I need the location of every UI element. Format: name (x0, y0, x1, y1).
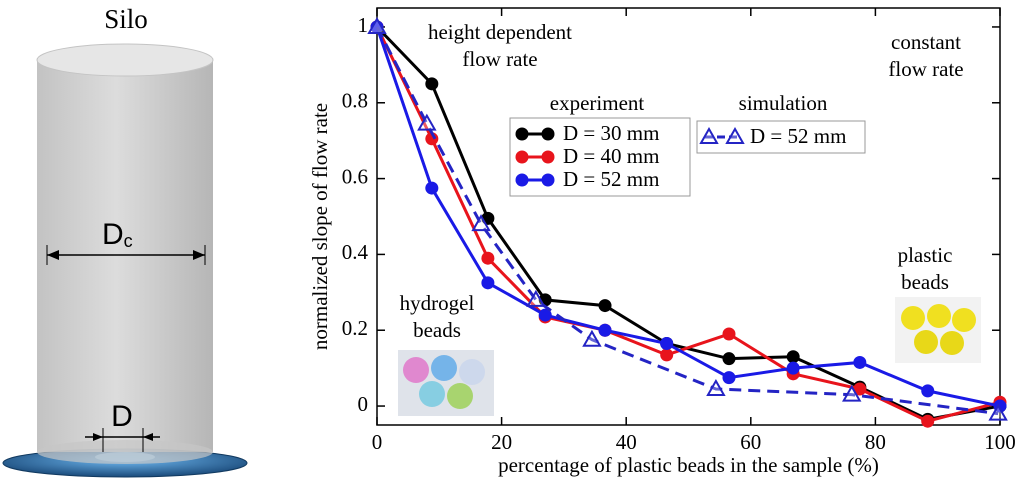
annotation: height dependent (428, 20, 572, 44)
legend-marker (699, 126, 719, 144)
dc-label: Dc (102, 218, 133, 251)
legend-marker (541, 173, 555, 187)
legend-label: D = 30 mm (563, 121, 659, 145)
bead (459, 359, 485, 385)
annotation: plastic (898, 243, 953, 267)
bead (419, 381, 445, 407)
circle-marker (853, 382, 867, 396)
annotation: flow rate (462, 47, 537, 71)
circle-marker (722, 352, 736, 366)
triangle-marker (988, 403, 1008, 421)
circle-marker (598, 323, 612, 337)
circle-marker (786, 361, 800, 375)
circle-marker (538, 308, 552, 322)
circle-marker (425, 77, 439, 91)
series-line (375, 26, 999, 416)
circle-marker (660, 348, 674, 362)
bead (952, 308, 976, 332)
x-tick-label: 0 (372, 430, 383, 454)
plot-frame (376, 7, 1001, 426)
annotation: constant (891, 30, 961, 54)
bead (914, 330, 938, 354)
plastic-picture (895, 297, 981, 363)
circle-marker (921, 384, 935, 398)
y-tick-label: 0.8 (342, 89, 368, 113)
silo-title: Silo (104, 4, 148, 34)
x-tick-label: 40 (616, 430, 637, 454)
circle-marker (481, 276, 495, 290)
legend-marker (725, 126, 745, 144)
circle-marker (786, 350, 800, 364)
chart: 0 0.2 0.4 0.6 0.8 1 0 20 40 60 80 100 percentage of … (308, 7, 1016, 477)
circle-marker (722, 327, 736, 341)
circle-marker (598, 299, 612, 313)
annotation: beads (413, 318, 461, 342)
y-tick-label: 1 (358, 13, 369, 37)
circle-marker (660, 336, 674, 350)
dc-main: D (102, 218, 124, 251)
bead (431, 355, 457, 381)
x-axis-label: percentage of plastic beads in the sampl… (498, 453, 879, 477)
legend-marker (515, 150, 529, 164)
legend-marker (541, 127, 555, 141)
circle-marker (425, 132, 439, 146)
x-tick-label: 100 (984, 430, 1016, 454)
circle-marker (853, 355, 867, 369)
bead (447, 383, 473, 409)
legend-marker (515, 173, 529, 187)
annotation: flow rate (888, 57, 963, 81)
legend-title: simulation (739, 91, 828, 115)
dc-sub: c (124, 231, 133, 251)
legend-marker (541, 150, 555, 164)
y-axis-label: normalized slope of flow rate (308, 103, 332, 350)
triangle-marker (367, 16, 387, 34)
silo-body (37, 60, 213, 452)
silo-diagram: Silo Dc D (2, 4, 248, 478)
circle-marker (921, 414, 935, 428)
triangle-marker (842, 384, 862, 402)
silo-top (36, 43, 214, 77)
y-tick-label: 0 (358, 392, 369, 416)
d-label: D (111, 400, 133, 433)
legend-label: D = 52 mm (563, 167, 659, 191)
circle-marker (425, 181, 439, 195)
legend-label: D = 40 mm (563, 144, 659, 168)
bead (927, 304, 951, 328)
y-tick-label: 0.2 (342, 316, 368, 340)
triangle-marker (706, 378, 726, 396)
hydrogel-picture (398, 350, 494, 416)
y-tick-label: 0.6 (342, 164, 368, 188)
bead (901, 306, 925, 330)
x-tick-label: 60 (740, 430, 761, 454)
legend-marker (515, 127, 529, 141)
triangle-marker (582, 329, 602, 347)
silo-base (37, 440, 213, 464)
triangle-marker (417, 113, 437, 131)
annotation: hydrogel (400, 291, 475, 315)
annotation: beads (901, 270, 949, 294)
y-tick-label: 0.4 (342, 240, 369, 264)
triangle-marker (526, 289, 546, 307)
x-tick-label: 20 (491, 430, 512, 454)
triangle-marker (471, 214, 491, 232)
legend-label: D = 52 mm (750, 124, 846, 148)
circle-marker (481, 251, 495, 265)
x-tick-label: 80 (865, 430, 886, 454)
legend-title: experiment (550, 91, 645, 115)
bead (940, 331, 964, 355)
circle-marker (722, 371, 736, 385)
bead (403, 357, 429, 383)
